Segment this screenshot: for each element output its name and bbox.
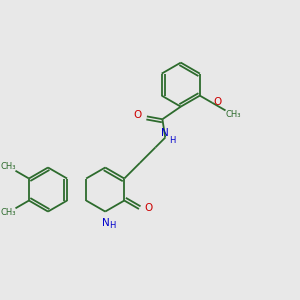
Text: CH₃: CH₃ [1,162,16,171]
Text: CH₃: CH₃ [225,110,241,119]
Text: O: O [144,203,152,213]
Text: N: N [102,218,110,228]
Text: H: H [169,136,175,145]
Text: CH₃: CH₃ [1,208,16,217]
Text: N: N [161,128,169,138]
Text: H: H [109,220,115,230]
Text: O: O [134,110,142,120]
Text: O: O [213,97,221,107]
